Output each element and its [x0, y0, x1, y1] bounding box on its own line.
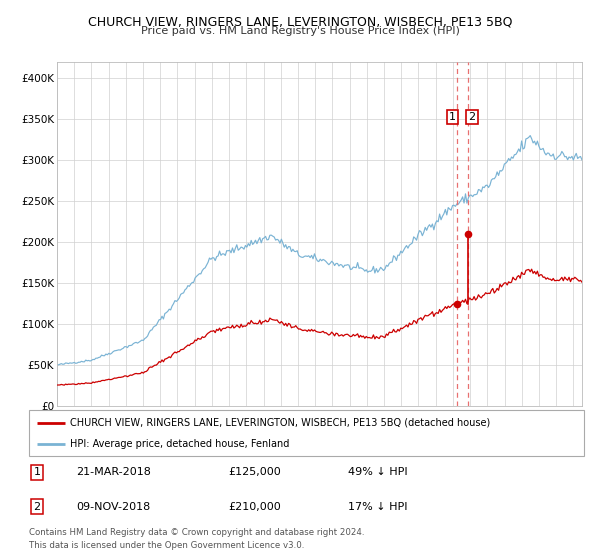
Text: 1: 1 [449, 113, 456, 123]
Text: CHURCH VIEW, RINGERS LANE, LEVERINGTON, WISBECH, PE13 5BQ: CHURCH VIEW, RINGERS LANE, LEVERINGTON, … [88, 16, 512, 29]
Text: 2: 2 [34, 502, 41, 512]
Text: 1: 1 [34, 468, 41, 478]
Text: 17% ↓ HPI: 17% ↓ HPI [348, 502, 407, 512]
Text: 09-NOV-2018: 09-NOV-2018 [76, 502, 150, 512]
Text: Price paid vs. HM Land Registry's House Price Index (HPI): Price paid vs. HM Land Registry's House … [140, 26, 460, 36]
Text: HPI: Average price, detached house, Fenland: HPI: Average price, detached house, Fenl… [70, 439, 290, 449]
Text: 2: 2 [469, 113, 476, 123]
Text: Contains HM Land Registry data © Crown copyright and database right 2024.
This d: Contains HM Land Registry data © Crown c… [29, 528, 364, 549]
Text: £125,000: £125,000 [229, 468, 281, 478]
Text: 21-MAR-2018: 21-MAR-2018 [76, 468, 151, 478]
Text: £210,000: £210,000 [229, 502, 281, 512]
Text: 49% ↓ HPI: 49% ↓ HPI [348, 468, 407, 478]
FancyBboxPatch shape [29, 410, 584, 456]
Text: CHURCH VIEW, RINGERS LANE, LEVERINGTON, WISBECH, PE13 5BQ (detached house): CHURCH VIEW, RINGERS LANE, LEVERINGTON, … [70, 418, 491, 428]
